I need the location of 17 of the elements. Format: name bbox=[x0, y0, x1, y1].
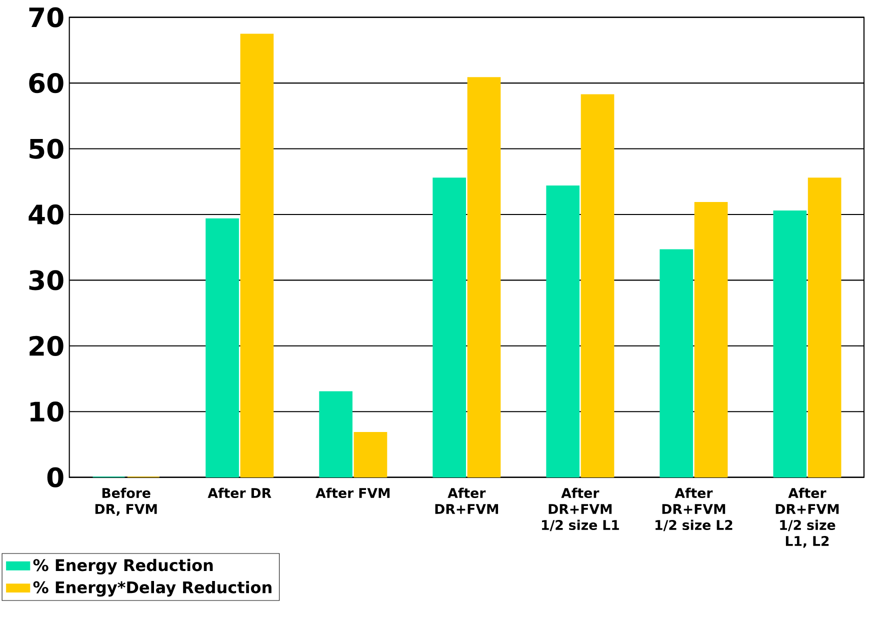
x-tick-label: After FVM bbox=[316, 488, 390, 498]
legend-label: % Energy Reduction bbox=[33, 558, 213, 574]
x-tick-label: After DR+FVM 1/2 size L2 bbox=[656, 488, 732, 532]
y-tick-label: 20 bbox=[30, 336, 64, 356]
y-tick-label: 10 bbox=[30, 402, 64, 422]
y-tick-label: 30 bbox=[29, 270, 64, 290]
y-tick-label: 60 bbox=[29, 72, 64, 94]
legend-label: % Energy*Delay Reduction bbox=[33, 580, 272, 597]
x-tick-label: After DR+FVM 1/2 size L1, L2 bbox=[776, 488, 839, 548]
y-tick-label: 70 bbox=[29, 7, 64, 28]
y-tick-label: 40 bbox=[28, 204, 64, 225]
x-tick-label: After DR+FVM bbox=[435, 488, 498, 514]
x-tick-label: Before DR, FVM bbox=[95, 488, 157, 516]
y-tick-label: 50 bbox=[30, 138, 64, 159]
y-tick-label: 0 bbox=[47, 467, 64, 488]
x-tick-label: After DR bbox=[208, 488, 272, 498]
x-tick-label: After DR+FVM 1/2 size L1 bbox=[542, 488, 619, 532]
